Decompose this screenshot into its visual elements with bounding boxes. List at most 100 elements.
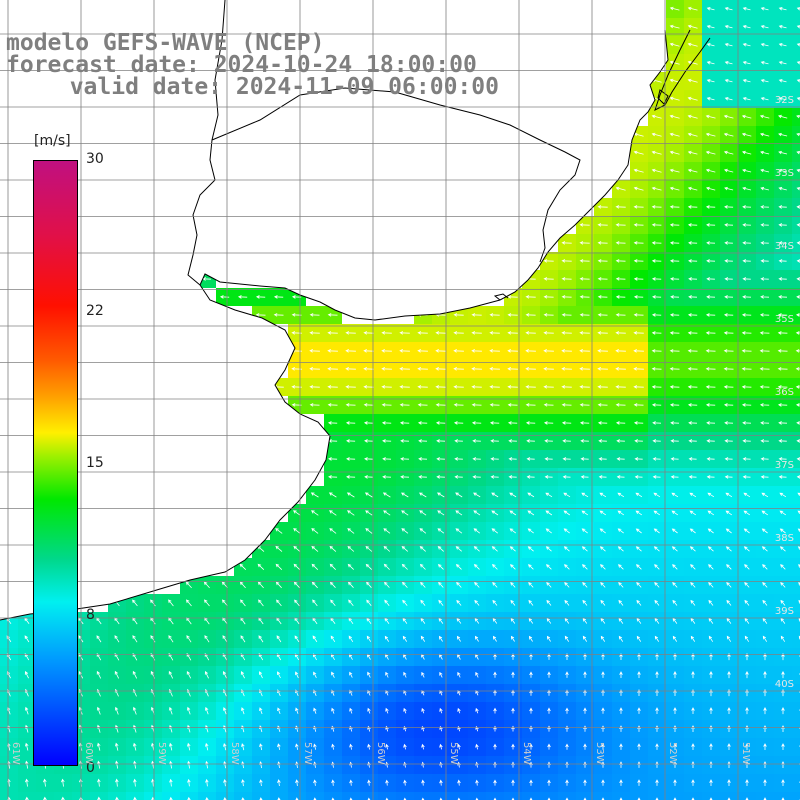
wind-arrow — [744, 599, 750, 606]
wind-arrow — [687, 168, 698, 173]
wind-arrow — [687, 367, 698, 371]
wind-arrow — [671, 492, 679, 498]
wind-arrow — [744, 635, 750, 642]
wind-arrow — [564, 617, 570, 624]
wind-arrow — [417, 331, 428, 335]
wind-cell — [324, 792, 342, 800]
wind-arrow — [565, 743, 569, 750]
wind-cell — [702, 792, 720, 800]
wind-arrow — [778, 295, 788, 299]
wind-arrow — [617, 510, 625, 516]
wind-arrow — [401, 546, 409, 552]
wind-cell — [792, 432, 800, 450]
wind-arrow — [547, 671, 551, 678]
wind-arrow — [222, 671, 227, 679]
wind-arrow — [455, 510, 463, 516]
wind-arrow — [705, 331, 716, 335]
wind-arrow — [511, 743, 515, 750]
wind-arrow — [742, 79, 751, 83]
wind-arrow — [240, 671, 245, 679]
wind-arrow — [724, 43, 733, 47]
wind-arrow — [400, 475, 410, 479]
wind-arrow — [687, 223, 698, 227]
wind-arrow — [508, 457, 517, 461]
wind-arrow — [724, 79, 733, 83]
wind-arrow — [759, 349, 770, 353]
wind-arrow — [633, 223, 644, 227]
wind-arrow — [725, 510, 733, 516]
lon-label: 56W — [375, 742, 386, 765]
wind-arrow — [525, 421, 536, 425]
wind-arrow — [759, 385, 770, 389]
wind-arrow — [796, 43, 800, 47]
wind-arrow — [761, 528, 768, 534]
wind-arrow — [96, 706, 101, 715]
wind-arrow — [186, 670, 192, 679]
wind-arrow — [565, 779, 569, 786]
wind-arrow — [689, 492, 697, 498]
wind-arrow — [381, 403, 392, 407]
wind-arrow — [633, 295, 644, 299]
wind-arrow — [597, 367, 608, 371]
wind-arrow — [547, 779, 551, 786]
wind-arrow — [597, 241, 608, 245]
wind-arrow — [706, 241, 716, 245]
wind-arrow — [294, 599, 300, 607]
wind-cell — [792, 702, 800, 720]
wind-arrow — [741, 132, 752, 137]
wind-arrow — [132, 599, 138, 607]
wind-arrow — [633, 186, 644, 191]
wind-arrow — [399, 385, 410, 389]
wind-arrow — [633, 403, 644, 407]
wind-arrow — [597, 385, 608, 389]
wind-cell — [774, 792, 792, 800]
wind-arrow — [760, 150, 770, 155]
wind-arrow — [348, 599, 354, 607]
wind-arrow — [724, 241, 733, 245]
wind-arrow — [687, 78, 698, 83]
wind-arrow — [402, 581, 408, 588]
lat-label: 40S — [774, 679, 794, 690]
wind-arrow — [763, 707, 767, 715]
wind-cell — [342, 792, 360, 800]
wind-arrow — [400, 439, 410, 443]
wind-arrow — [762, 635, 768, 642]
wind-arrow — [381, 385, 392, 389]
wind-arrow — [277, 743, 281, 750]
wind-arrow — [313, 707, 317, 714]
wind-arrow — [724, 61, 733, 65]
wind-arrow — [204, 706, 209, 715]
wind-arrow — [672, 581, 678, 588]
wind-arrow — [273, 295, 284, 299]
wind-arrow — [742, 421, 752, 425]
wind-arrow — [618, 581, 624, 588]
wind-arrow — [401, 528, 409, 534]
wind-arrow — [347, 545, 355, 552]
wind-arrow — [417, 403, 428, 407]
wind-arrow — [61, 778, 65, 787]
wind-arrow — [115, 760, 119, 769]
wind-arrow — [24, 671, 29, 679]
wind-arrow — [528, 635, 533, 642]
wind-cell — [108, 792, 126, 800]
wind-arrow — [723, 367, 734, 371]
wind-arrow — [526, 475, 535, 479]
wind-arrow — [529, 707, 533, 714]
wind-arrow — [778, 97, 787, 101]
wind-arrow — [579, 367, 590, 371]
wind-arrow — [742, 439, 751, 443]
wind-arrow — [543, 403, 554, 407]
wind-arrow — [132, 670, 138, 679]
wind-arrow — [760, 97, 769, 101]
wind-arrow — [724, 475, 733, 479]
wind-arrow — [723, 132, 734, 137]
wind-arrow — [652, 295, 662, 299]
wind-arrow — [760, 168, 770, 173]
wind-cell — [216, 792, 234, 800]
wind-arrow — [724, 439, 733, 443]
wind-arrow — [778, 79, 787, 83]
wind-arrow — [97, 796, 101, 800]
wind-arrow — [669, 259, 680, 263]
wind-arrow — [600, 617, 606, 624]
wind-cell — [252, 792, 270, 800]
